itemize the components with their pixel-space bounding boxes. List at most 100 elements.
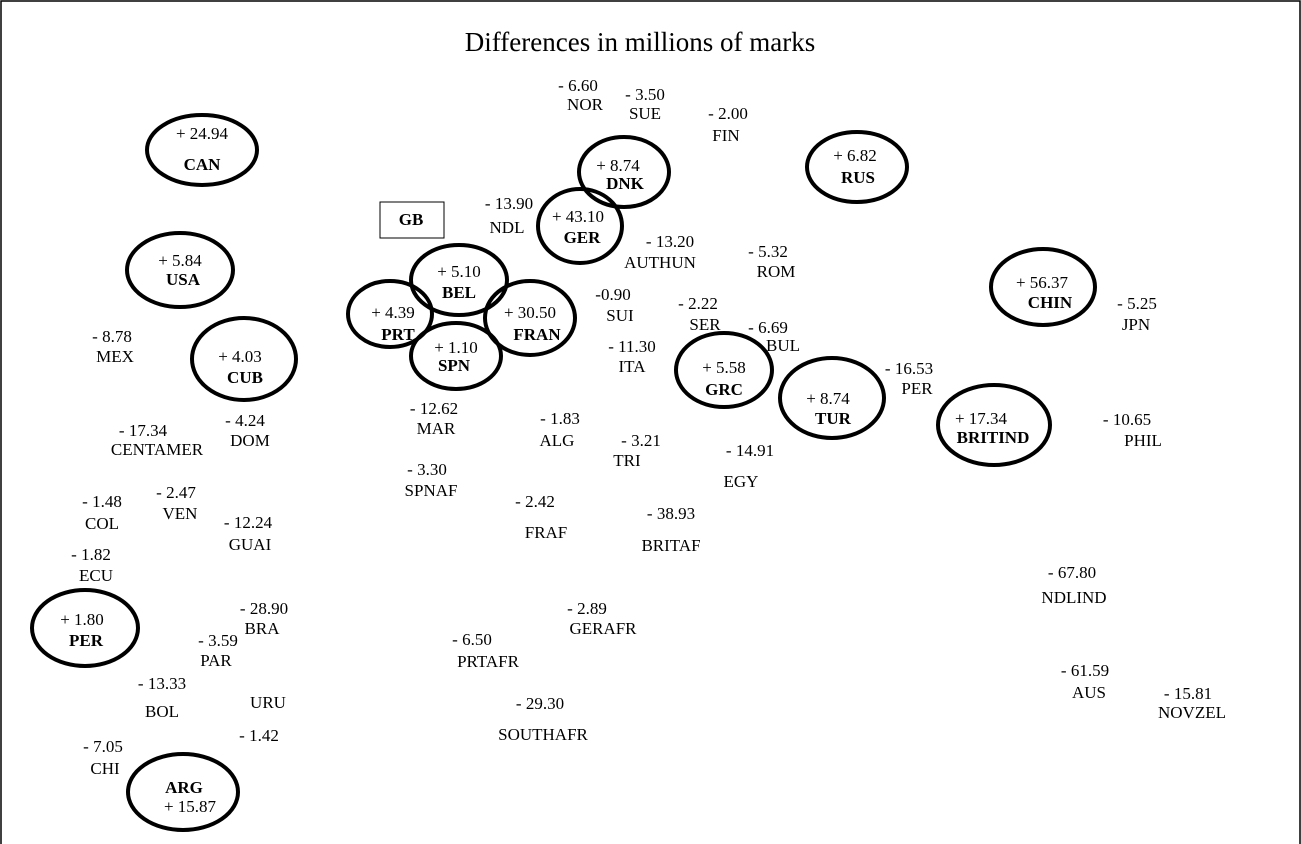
region-label: JPN [1122, 315, 1150, 334]
region-value: + 15.87 [164, 797, 217, 816]
region-value: - 6.60 [558, 76, 598, 95]
region-value: - 15.81 [1164, 684, 1212, 703]
region-value: + 4.39 [371, 303, 415, 322]
region-value: + 5.84 [158, 251, 202, 270]
region-label: FRAF [525, 523, 568, 542]
region-value: - 5.25 [1117, 294, 1157, 313]
region-value: - 3.50 [625, 85, 665, 104]
region-value: - 12.24 [224, 513, 273, 532]
region-value: - 6.50 [452, 630, 492, 649]
region-value: - 10.65 [1103, 410, 1151, 429]
region-label: PAR [200, 651, 232, 670]
region-value: - 2.22 [678, 294, 718, 313]
region-value: - 38.93 [647, 504, 695, 523]
region-circle [674, 331, 774, 409]
region-value: + 8.74 [596, 156, 640, 175]
region-label: NDL [490, 218, 525, 237]
region-value: - 67.80 [1048, 563, 1096, 582]
region-label: ALG [540, 431, 575, 450]
region-label: BRITIND [957, 428, 1030, 447]
region-value: - 3.21 [621, 431, 661, 450]
region-label: AUS [1072, 683, 1106, 702]
region-label: SUI [606, 306, 634, 325]
region-circle [577, 135, 671, 209]
region-label: PRTAFR [457, 652, 520, 671]
region-value: - 6.69 [748, 318, 788, 337]
region-label: NOR [567, 95, 604, 114]
region-value: - 2.00 [708, 104, 748, 123]
region-label: SER [689, 315, 721, 334]
region-circle [346, 279, 434, 349]
region-label: MEX [96, 347, 134, 366]
gb-box [379, 201, 445, 239]
region-label: GRC [705, 380, 743, 399]
region-value: + 56.37 [1016, 273, 1069, 292]
region-value: - 13.33 [138, 674, 186, 693]
region-label: DOM [230, 431, 270, 450]
region-circle [409, 321, 503, 391]
region-value: - 11.30 [608, 337, 656, 356]
region-label: URU [250, 693, 286, 712]
region-label: ECU [79, 566, 113, 585]
region-label: GUAI [229, 535, 272, 554]
region-value: + 1.80 [60, 610, 104, 629]
region-value: - 61.59 [1061, 661, 1109, 680]
region-value: - 13.20 [646, 232, 694, 251]
region-label: ITA [619, 357, 647, 376]
region-value: - 12.62 [410, 399, 458, 418]
region-value: - 16.53 [885, 359, 933, 378]
region-circle [145, 113, 259, 187]
region-value: - 29.30 [516, 694, 564, 713]
region-label: VEN [163, 504, 198, 523]
region-label: CENTAMER [111, 440, 204, 459]
region-label: TUR [815, 409, 852, 428]
region-circle [30, 588, 140, 668]
region-label: DNK [606, 174, 645, 193]
region-value: + 1.10 [434, 338, 478, 357]
region-circle [190, 316, 298, 402]
region-label: PRT [381, 325, 415, 344]
region-value: + 17.34 [955, 409, 1008, 428]
region-label: GERAFR [569, 619, 637, 638]
region-label: BEL [442, 283, 476, 302]
title: Differences in millions of marks [465, 27, 815, 57]
region-label: CHIN [1028, 293, 1073, 312]
region-value: - 1.82 [71, 545, 111, 564]
region-value: + 5.58 [702, 358, 746, 377]
region-label: BRITAF [641, 536, 700, 555]
region-circle [989, 247, 1097, 327]
region-label: PER [901, 379, 933, 398]
region-label: COL [85, 514, 119, 533]
region-value: - 1.42 [239, 726, 279, 745]
region-value: - 14.91 [726, 441, 774, 460]
region-label: MAR [417, 419, 456, 438]
region-circle [409, 243, 509, 317]
region-label: NDLIND [1041, 588, 1106, 607]
region-value: - 7.05 [83, 737, 123, 756]
region-label: SOUTHAFR [498, 725, 588, 744]
region-value: - 3.30 [407, 460, 447, 479]
region-label: SPN [438, 356, 471, 375]
region-value: - 3.59 [198, 631, 238, 650]
region-label: GER [564, 228, 602, 247]
region-label: RUS [841, 168, 875, 187]
region-label: TRI [613, 451, 641, 470]
region-value: - 1.48 [82, 492, 122, 511]
region-value: - 28.90 [240, 599, 288, 618]
region-label: AUTHUN [624, 253, 696, 272]
region-value: - 2.42 [515, 492, 555, 511]
region-circle [125, 231, 235, 309]
region-circle [483, 279, 577, 357]
region-value: - 2.47 [156, 483, 196, 502]
region-label: EGY [724, 472, 759, 491]
region-value: - 8.78 [92, 327, 132, 346]
region-value: - 1.83 [540, 409, 580, 428]
region-value: - 4.24 [225, 411, 265, 430]
region-label: PHIL [1124, 431, 1162, 450]
region-label: CAN [184, 155, 222, 174]
region-value: + 8.74 [806, 389, 850, 408]
region-circle [805, 130, 909, 204]
region-label: FRAN [513, 325, 561, 344]
region-label: PER [69, 631, 104, 650]
